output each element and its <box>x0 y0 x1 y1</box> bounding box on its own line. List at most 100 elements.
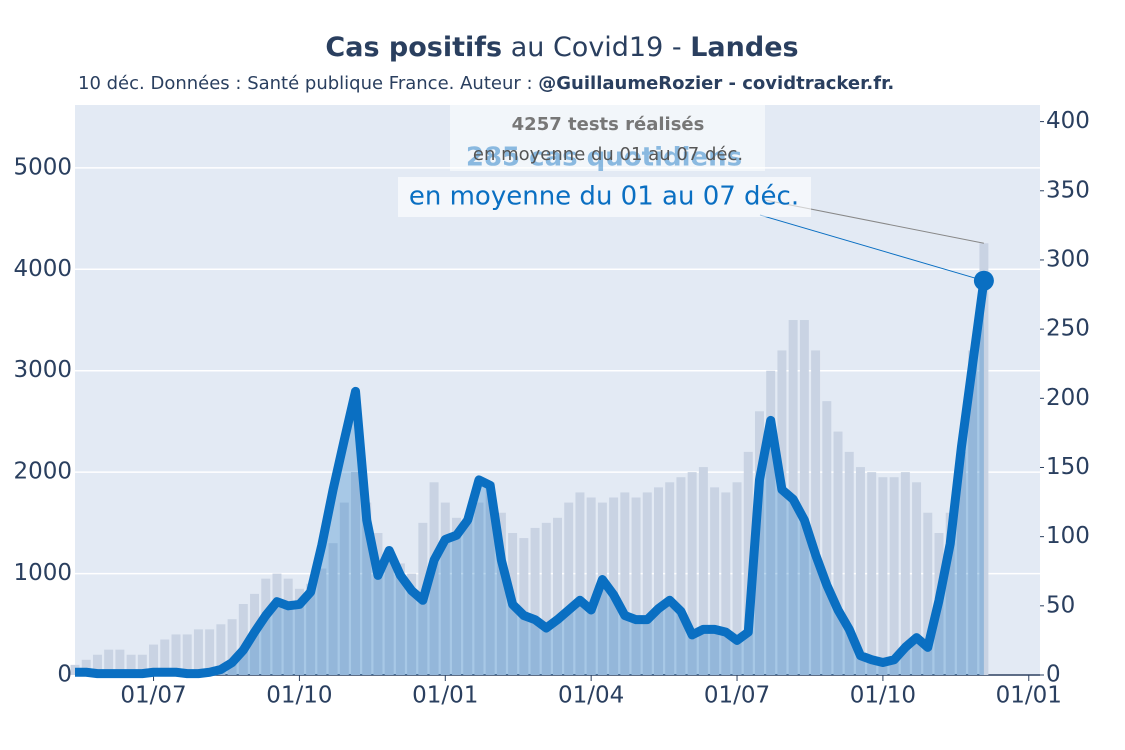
bar <box>665 482 675 675</box>
bar <box>452 517 461 675</box>
x-tick-label: 01/07 <box>120 683 186 709</box>
bar <box>149 644 159 675</box>
bar <box>440 502 450 675</box>
line <box>75 280 989 679</box>
annotation-title: 4257 tests réalisés <box>512 114 705 135</box>
y2-tick-label: 250 <box>1046 316 1090 342</box>
bar <box>227 619 237 675</box>
title-part: au Covid19 - <box>511 32 682 63</box>
bar <box>306 583 316 675</box>
bar <box>541 522 551 675</box>
y2-tick-label: 50 <box>1046 592 1075 618</box>
bar <box>519 538 529 675</box>
bar <box>496 512 506 675</box>
bar <box>474 502 484 675</box>
y2-tick-label: 300 <box>1046 246 1090 272</box>
title-part: Cas positifs <box>325 32 502 63</box>
bar <box>351 472 361 675</box>
bar <box>272 573 282 675</box>
bar <box>912 482 922 675</box>
bar <box>766 370 776 675</box>
y2-tick-label: 350 <box>1046 177 1090 203</box>
annotation-box <box>398 177 811 217</box>
bar <box>160 639 170 675</box>
x-tick-label: 01/01 <box>412 683 478 709</box>
bar <box>126 654 136 675</box>
bar <box>81 659 91 675</box>
bar <box>328 543 338 675</box>
bar <box>609 497 619 675</box>
bar <box>92 654 102 675</box>
bar <box>373 533 383 675</box>
bar <box>216 624 226 675</box>
bar <box>115 649 125 675</box>
bar <box>855 467 865 675</box>
bar <box>137 654 147 675</box>
bar <box>553 517 562 675</box>
bar <box>407 573 417 675</box>
bar <box>564 502 574 675</box>
bar <box>687 472 697 675</box>
bar <box>294 588 304 675</box>
y-tick-label: 0 <box>57 662 72 688</box>
bar <box>238 604 248 675</box>
x-tick-label: 01/04 <box>558 683 624 709</box>
x-tick-label: 01/01 <box>996 683 1062 709</box>
annotation-text: en moyenne du 01 au 07 déc. <box>409 182 799 212</box>
bar <box>743 451 753 675</box>
bar <box>642 492 652 675</box>
annotation-title: 285 cas quotidiens <box>466 143 742 173</box>
bar <box>283 578 293 675</box>
bar <box>171 634 181 675</box>
bar <box>530 527 540 675</box>
bar <box>811 350 821 675</box>
bar <box>889 477 899 675</box>
annotation-text: en moyenne du 01 au 07 déc. <box>473 144 743 165</box>
bar <box>844 451 854 675</box>
bar <box>878 477 888 675</box>
x-tick-label: 01/07 <box>704 683 770 709</box>
y-tick-label: 3000 <box>13 357 72 383</box>
bar <box>754 411 764 675</box>
y2-tick-label: 0 <box>1046 662 1061 688</box>
bar <box>777 350 787 675</box>
bar <box>104 649 114 675</box>
y-tick-label: 4000 <box>13 256 72 282</box>
x-tick-label: 01/10 <box>266 683 332 709</box>
bar <box>429 482 439 675</box>
y2-tick-label: 200 <box>1046 385 1090 411</box>
annotation-box <box>450 105 765 171</box>
bar <box>575 492 585 675</box>
y2-tick-label: 150 <box>1046 454 1090 480</box>
bar <box>384 553 394 675</box>
bar <box>317 568 327 675</box>
y-tick-label: 1000 <box>13 560 72 586</box>
bar <box>463 522 473 675</box>
bar <box>182 634 192 675</box>
annotation-arrow <box>759 214 985 282</box>
y-tick-label: 5000 <box>13 154 72 180</box>
bar <box>676 477 686 675</box>
bar <box>261 578 271 675</box>
x-tick-label: 01/10 <box>850 683 916 709</box>
bar <box>362 502 372 675</box>
bar <box>485 482 495 675</box>
bar <box>631 497 641 675</box>
bar <box>339 502 349 675</box>
title-part: Landes <box>690 32 798 63</box>
bar <box>620 492 630 675</box>
bar <box>833 431 843 675</box>
chart-subtitle: 10 déc. Données : Santé publique France.… <box>78 73 894 94</box>
bar <box>956 451 966 675</box>
y2-tick-label: 400 <box>1046 108 1090 134</box>
bar <box>799 320 809 675</box>
bar <box>654 487 663 675</box>
subtitle-part: @GuillaumeRozier - covidtracker.fr. <box>538 73 894 94</box>
bar <box>395 563 405 675</box>
bar <box>923 512 933 675</box>
bar <box>822 401 832 675</box>
subtitle-part: 10 déc. Données : Santé publique France.… <box>78 73 533 94</box>
y2-tick-label: 100 <box>1046 523 1090 549</box>
bar <box>721 492 731 675</box>
